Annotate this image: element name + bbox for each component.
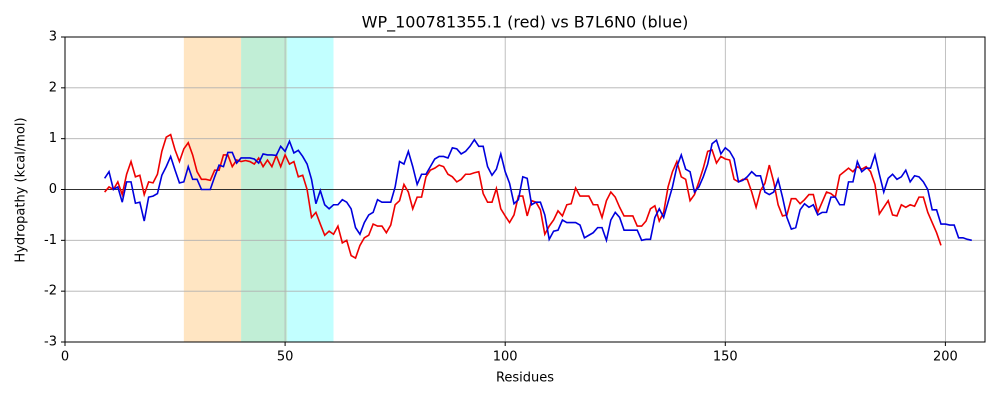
plot-frame — [64, 36, 986, 343]
x-tick-label: 0 — [61, 350, 69, 365]
y-tick-label: 1 — [49, 131, 57, 146]
x-tick-label: 200 — [933, 350, 958, 365]
y-tick-label: 0 — [49, 182, 57, 197]
y-tick-label: -3 — [44, 335, 57, 350]
x-tick-label: 50 — [277, 350, 294, 365]
series-line — [104, 133, 942, 260]
x-axis-label: Residues — [496, 371, 554, 386]
chart-title: WP_100781355.1 (red) vs B7L6N0 (blue) — [362, 13, 689, 33]
x-tick-label: 100 — [493, 350, 518, 365]
series-line — [103, 138, 972, 244]
x-tick-label: 150 — [713, 350, 738, 365]
y-tick-label: -1 — [44, 233, 57, 248]
y-tick-label: 2 — [49, 80, 57, 95]
y-tick-label: -2 — [44, 284, 57, 299]
y-axis-label: Hydropathy (kcal/mol) — [14, 117, 29, 262]
y-tick-label: 3 — [49, 30, 57, 45]
